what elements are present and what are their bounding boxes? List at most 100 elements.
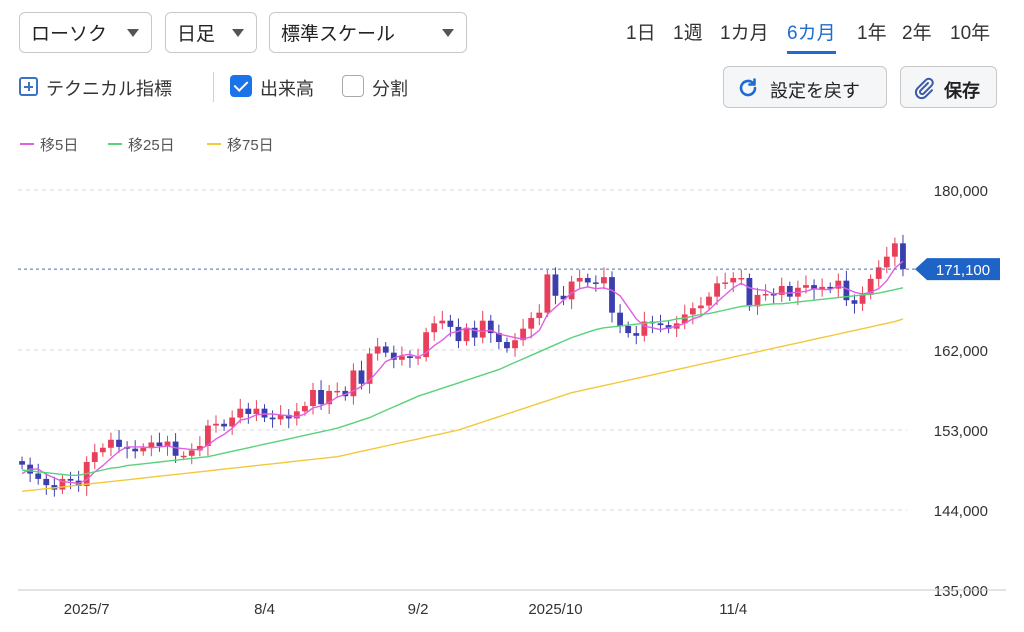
candle-body: [407, 356, 413, 358]
x-tick-label: 2025/7: [64, 601, 110, 618]
candle-body: [512, 340, 518, 349]
candle-body: [19, 461, 25, 465]
chart-type-select[interactable]: ローソク: [19, 12, 152, 53]
period-tab-6m[interactable]: 6カ月: [787, 18, 836, 54]
y-tick-label: 153,000: [934, 423, 988, 440]
legend-label: 移5日: [40, 137, 79, 154]
candle-body: [471, 327, 478, 338]
candle-body: [196, 446, 203, 451]
candle-body: [722, 282, 729, 284]
candle-body: [439, 320, 446, 324]
candle-body: [221, 423, 227, 427]
candle-body: [172, 441, 179, 456]
split-checkbox[interactable]: [342, 75, 364, 97]
save-button[interactable]: 保存: [900, 66, 997, 108]
legend-swatch: [108, 143, 122, 146]
candle-body: [843, 280, 850, 301]
candle-body: [148, 442, 155, 448]
legend-label: 移75日: [227, 137, 274, 154]
candle-body: [350, 370, 357, 397]
candle-body: [487, 320, 494, 334]
candle-body: [738, 278, 745, 280]
candle-body: [900, 243, 906, 270]
candle-body: [43, 478, 50, 486]
candle-body: [91, 452, 98, 462]
period-tab-2y[interactable]: 2年: [902, 23, 932, 44]
candle-body: [891, 243, 898, 257]
interval-select[interactable]: 日足: [165, 12, 257, 53]
chart-type-value: ローソク: [31, 24, 108, 45]
candle-body: [681, 314, 688, 324]
candle-body: [592, 282, 599, 284]
y-tick-label: 162,000: [934, 343, 988, 360]
candle-body: [261, 408, 268, 418]
price-chart[interactable]: 180,000 162,000 153,000 144,000 135,000 2025/…: [0, 160, 1024, 632]
chevron-down-icon: [442, 29, 454, 37]
candle-body: [746, 278, 753, 307]
split-label: 分割: [372, 79, 408, 99]
candle-body: [495, 333, 502, 342]
interval-value: 日足: [177, 24, 216, 45]
candle-body: [245, 408, 252, 414]
candle-body: [374, 346, 381, 354]
period-tab-1d[interactable]: 1日: [626, 23, 656, 44]
candle-body: [851, 300, 858, 304]
candle-body: [536, 312, 543, 318]
candle-body: [164, 441, 171, 446]
candle-body: [67, 478, 74, 481]
scale-select[interactable]: 標準スケール: [269, 12, 467, 53]
period-tab-1y[interactable]: 1年: [857, 23, 887, 44]
candle-body: [99, 447, 106, 453]
candle-body: [633, 333, 640, 336]
candle-body: [770, 294, 777, 296]
technical-indicators-link[interactable]: テクニカル指標: [46, 79, 172, 99]
candle-body: [140, 447, 147, 452]
reset-settings-button[interactable]: 設定を戻す: [723, 66, 887, 108]
candle-body: [706, 296, 712, 306]
candle-body: [116, 439, 122, 447]
current-price-label: 171,100: [936, 262, 990, 279]
legend-item-ma5: 移5日: [20, 134, 78, 155]
candle-body: [883, 256, 890, 268]
candle-body: [358, 370, 365, 384]
candle-body: [366, 353, 373, 384]
legend-item-ma75: 移75日: [207, 134, 274, 155]
candle-body: [398, 356, 405, 360]
candle-body: [584, 278, 591, 283]
candle-body: [269, 417, 276, 420]
candle-body: [778, 286, 785, 295]
candle-body: [859, 294, 866, 304]
period-tab-1w[interactable]: 1週: [673, 23, 703, 44]
candle-body: [803, 285, 809, 288]
candle-body: [819, 286, 826, 290]
candle-body: [811, 285, 817, 290]
candle-body: [867, 278, 874, 295]
add-technical-icon[interactable]: [19, 77, 38, 96]
candle-body: [641, 321, 648, 336]
candle-body: [382, 346, 389, 353]
y-tick-label: 135,000: [934, 583, 988, 600]
save-label: 保存: [944, 81, 980, 101]
y-tick-label: 144,000: [934, 503, 988, 520]
period-tab-1m[interactable]: 1カ月: [720, 23, 769, 44]
toolbar-divider: [213, 72, 214, 102]
candle-body: [609, 277, 615, 313]
candle-body: [568, 281, 575, 300]
candle-body: [237, 408, 244, 418]
refresh-icon: [736, 76, 760, 105]
legend-label: 移25日: [128, 137, 175, 154]
volume-label: 出来高: [260, 79, 314, 99]
x-tick-label: 2025/10: [528, 601, 582, 618]
candle-body: [132, 448, 139, 452]
candle-body: [576, 278, 583, 282]
ma-line-5: [21, 260, 904, 485]
candle-body: [59, 478, 66, 490]
candle-body: [326, 390, 333, 405]
candle-body: [560, 295, 567, 300]
period-tab-10y[interactable]: 10年: [950, 23, 991, 44]
candle-body: [479, 320, 486, 338]
volume-checkbox[interactable]: [230, 75, 252, 97]
candle-body: [342, 390, 349, 397]
candle-body: [463, 327, 470, 342]
reset-settings-label: 設定を戻す: [770, 81, 860, 101]
